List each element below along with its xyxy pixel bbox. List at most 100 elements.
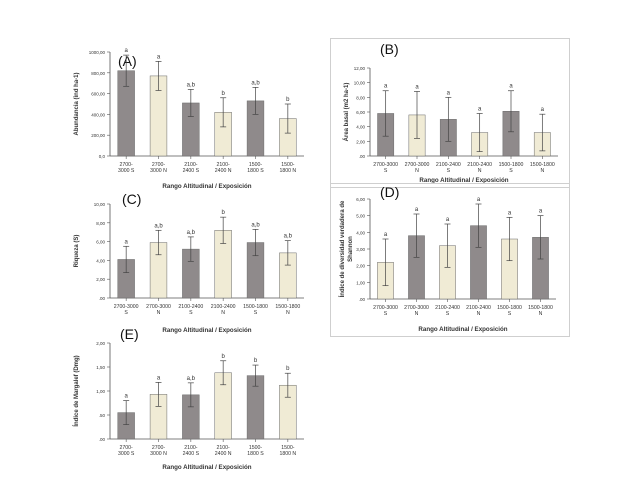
- significance-letter: a: [446, 217, 450, 223]
- x-tick-label: 2400 N: [215, 451, 232, 457]
- y-tick-label: 200,00: [91, 133, 105, 138]
- x-tick-label: 2700-3000: [146, 304, 171, 310]
- x-tick-label: N: [157, 310, 161, 316]
- x-tick-label: 1500-: [249, 445, 263, 451]
- x-tick-label: 1500-: [281, 162, 295, 168]
- x-tick-label: 2700-: [152, 162, 166, 168]
- panel-label: (E): [120, 326, 139, 342]
- x-tick-label: N: [477, 311, 481, 317]
- significance-letter: a: [384, 84, 388, 90]
- significance-letter: a: [415, 207, 419, 213]
- x-tick-label: 1800 N: [279, 451, 296, 457]
- significance-letter: a: [157, 54, 161, 60]
- significance-letter: a,b: [154, 223, 163, 229]
- y-tick-label: .50: [99, 413, 106, 418]
- significance-letter: a: [539, 209, 543, 215]
- significance-letter: b: [221, 91, 225, 97]
- panel-c: (C) .00 2,00 4,00 6,00 8,00 10,00 Riqueza (S) a 2…: [60, 188, 312, 338]
- significance-letter: a: [541, 107, 545, 113]
- x-tick-label: 1500-1800: [528, 305, 553, 311]
- y-axis-label: Riqueza (S): [74, 235, 80, 268]
- x-tick-label: S: [384, 168, 388, 174]
- x-axis-label: Rango Altitudinal / Exposición: [162, 183, 251, 190]
- significance-letter: a: [477, 197, 481, 203]
- x-tick-label: 2700-3000: [373, 162, 398, 168]
- x-tick-label: N: [415, 311, 419, 317]
- y-tick-label: 3,00: [356, 247, 365, 252]
- x-tick-label: N: [478, 168, 482, 174]
- panel-d-svg: (D) .00 1,00 2,00 3,00 4,00 5,00 6,00 Índice de …: [338, 184, 556, 333]
- x-axis-label: Rango Altitudinal / Exposición: [162, 464, 251, 471]
- panel-e-svg: (E) .00 .50 1,00 1,50 2,00 Índice de Margalef …: [72, 326, 304, 471]
- y-axis-label: Índice de Margalef (Dmg): [72, 355, 80, 426]
- x-tick-label: 3000 S: [118, 168, 135, 174]
- x-tick-label: 2100-2400: [467, 162, 492, 168]
- x-tick-label: 2700-3000: [405, 162, 430, 168]
- y-tick-label: .00: [99, 296, 106, 301]
- x-tick-label: S: [189, 310, 193, 316]
- significance-letter: a: [415, 84, 419, 90]
- x-tick-label: S: [509, 168, 513, 174]
- x-axis-label: Rango Altitudinal / Exposición: [418, 326, 507, 333]
- y-tick-label: 0,0: [99, 154, 106, 159]
- x-tick-label: 2400 N: [215, 168, 232, 174]
- x-tick-label: 1500-1800: [499, 162, 524, 168]
- x-tick-label: 2100-2400: [436, 162, 461, 168]
- significance-letter: a: [447, 90, 451, 96]
- x-tick-label: N: [539, 311, 543, 317]
- y-tick-label: 6,00: [356, 197, 365, 202]
- y-tick-label: 600,00: [91, 92, 105, 97]
- y-axis-label: Índice de diversidad verdadera de: [338, 200, 346, 297]
- significance-letter: a: [124, 239, 128, 245]
- x-tick-label: 3000 S: [118, 451, 135, 457]
- y-tick-label: 8,00: [96, 221, 105, 226]
- x-tick-label: 2400 S: [183, 168, 200, 174]
- panel-c-svg: (C) .00 2,00 4,00 6,00 8,00 10,00 Riqueza (S) a 2…: [74, 191, 304, 334]
- y-tick-label: 400,00: [91, 112, 105, 117]
- x-tick-label: 2100-: [217, 445, 231, 451]
- x-tick-label: 2100-: [217, 162, 231, 168]
- x-tick-label: N: [221, 310, 225, 316]
- significance-letter: b: [286, 97, 290, 103]
- significance-letter: b: [221, 354, 225, 360]
- x-tick-label: 2700-3000: [114, 304, 139, 310]
- y-tick-label: 1,50: [96, 365, 105, 370]
- y-tick-label: 1,00: [356, 280, 365, 285]
- x-tick-label: 2700-3000: [373, 305, 398, 311]
- y-tick-label: 1000,00: [89, 50, 106, 55]
- significance-letter: b: [221, 210, 225, 216]
- x-tick-label: S: [446, 311, 450, 317]
- panel-b-svg: (B) .00 2,00 4,00 6,00 8,00 10,00 12,00 Área bas…: [343, 41, 558, 184]
- y-tick-label: 12,00: [354, 66, 366, 71]
- y-tick-label: .00: [359, 297, 366, 302]
- x-axis-label: Rango Altitudinal / Exposición: [419, 177, 508, 184]
- x-tick-label: S: [508, 311, 512, 317]
- significance-letter: a: [509, 84, 513, 90]
- panel-label: (A): [118, 53, 137, 69]
- y-tick-label: 6,00: [96, 240, 105, 245]
- x-tick-label: S: [254, 310, 258, 316]
- y-tick-label: 8,00: [356, 95, 365, 100]
- significance-letter: a: [478, 106, 482, 112]
- significance-letter: a,b: [187, 376, 196, 382]
- y-tick-label: 4,00: [356, 125, 365, 130]
- panel-label: (D): [380, 184, 399, 200]
- panel-e: (E) .00 .50 1,00 1,50 2,00 Índice de Margalef …: [60, 325, 312, 475]
- y-tick-label: 10,00: [354, 81, 366, 86]
- x-tick-label: S: [124, 310, 128, 316]
- x-tick-label: 1500-1800: [243, 304, 268, 310]
- x-tick-label: 2400 S: [183, 451, 200, 457]
- x-tick-label: 2700-: [152, 445, 166, 451]
- y-tick-label: 800,00: [91, 71, 105, 76]
- x-tick-label: N: [286, 310, 290, 316]
- x-tick-label: 2100-: [184, 162, 198, 168]
- panel-b: (B) .00 2,00 4,00 6,00 8,00 10,00 12,00 Área bas…: [330, 38, 570, 188]
- panel-d-frame: [330, 183, 570, 337]
- y-tick-label: 6,00: [356, 110, 365, 115]
- x-tick-label: 2700-: [120, 445, 134, 451]
- y-tick-label: .00: [359, 154, 366, 159]
- significance-letter: a,b: [187, 230, 196, 236]
- x-tick-label: N: [540, 168, 544, 174]
- significance-letter: a,b: [251, 222, 260, 228]
